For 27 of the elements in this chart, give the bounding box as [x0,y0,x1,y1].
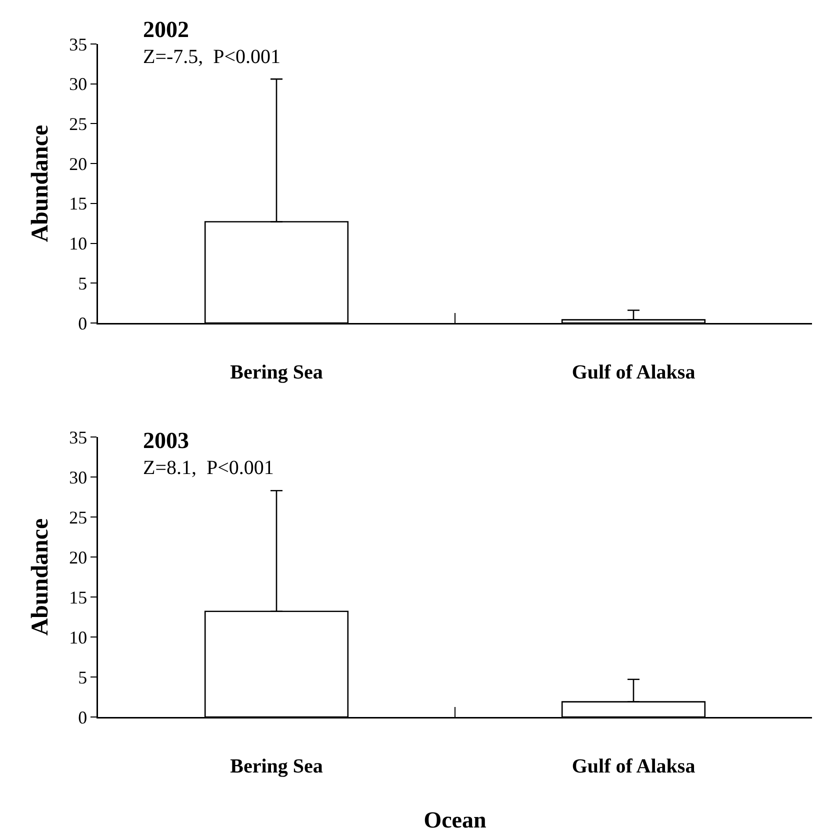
chart-title: 2002 [143,17,189,42]
y-tick-label: 0 [78,313,88,334]
y-tick-label: 35 [69,427,88,448]
y-tick-label: 35 [69,34,88,54]
y-tick-label: 30 [69,467,88,488]
chart-subtitle: Z=-7.5, P<0.001 [143,46,281,68]
chart-title: 2003 [143,428,189,453]
y-tick-label: 25 [69,507,88,528]
x-tick-label: Gulf of Alaksa [572,755,696,778]
x-axis-title: Ocean [424,808,486,833]
y-axis-title: Abundance [27,518,54,636]
y-tick-label: 20 [69,154,88,174]
x-tick-label: Gulf of Alaksa [572,361,696,384]
y-tick-label: 10 [69,234,88,254]
y-tick-label: 10 [69,627,88,648]
x-tick-label: Bering Sea [230,755,323,778]
y-axis-title: Abundance [27,124,54,242]
y-tick-label: 5 [78,667,88,688]
y-tick-label: 5 [78,273,88,294]
y-tick-label: 20 [69,547,88,568]
y-tick-label: 15 [69,194,88,214]
y-tick-label: 25 [69,114,88,134]
text: Z=8.1, P<0.001 [143,457,274,479]
y-tick-label: 15 [69,587,88,608]
y-tick-label: 30 [69,74,88,94]
x-tick-label: Bering Sea [230,361,323,384]
y-tick-label: 0 [78,707,88,728]
